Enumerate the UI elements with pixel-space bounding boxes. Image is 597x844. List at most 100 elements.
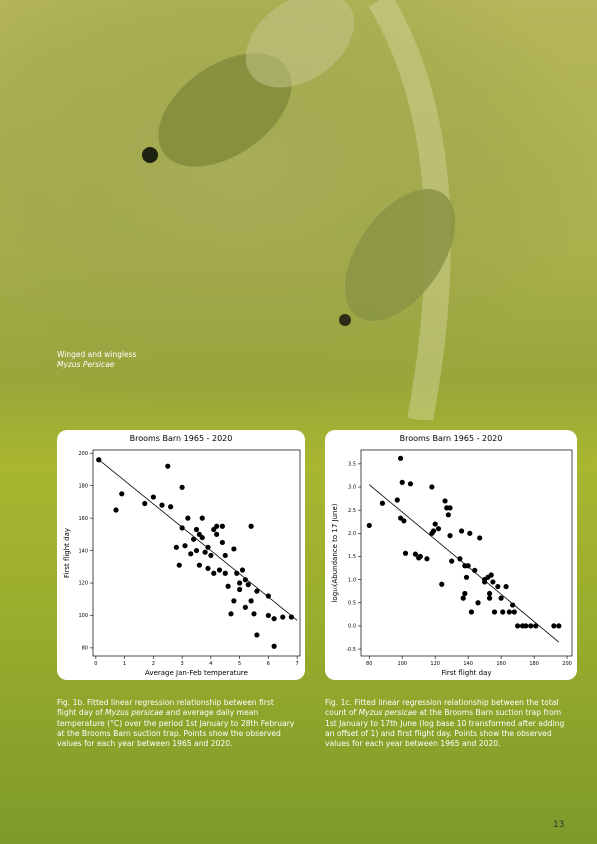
data-point (449, 558, 455, 564)
data-point (490, 579, 496, 585)
data-point (251, 611, 257, 617)
data-point (458, 528, 465, 534)
data-point (417, 553, 423, 560)
y-tick-label: 120 (78, 581, 88, 587)
data-point (475, 600, 481, 606)
data-point (424, 556, 430, 562)
chart: Brooms Barn 1965 - 2020 0 1 2 3 4 5 6 7 80 100 120 1… (63, 434, 301, 677)
data-point (208, 552, 214, 559)
data-point (447, 533, 453, 539)
y-tick-label: 1.5 (348, 554, 356, 560)
data-point (142, 500, 148, 507)
data-point (216, 567, 223, 573)
data-point (242, 577, 248, 583)
chart-panel: Brooms Barn 1965 - 2020 0 1 2 3 4 5 6 7 80 100 120 1… (57, 430, 305, 680)
data-point (182, 543, 188, 549)
y-tick-label: 3.5 (348, 462, 356, 468)
data-point (222, 552, 228, 559)
data-point (265, 612, 271, 619)
data-point (488, 572, 494, 578)
y-tick-label: 0.5 (348, 600, 356, 606)
data-point (515, 623, 521, 629)
y-tick-label: 180 (78, 483, 88, 489)
data-point (193, 547, 200, 554)
data-point (165, 463, 171, 469)
data-point (491, 609, 498, 615)
data-point (366, 522, 372, 529)
y-axis-label: log₁₀(Abundance to 17 June) (331, 503, 339, 602)
data-point (467, 530, 473, 536)
data-point (265, 593, 271, 599)
data-point (401, 518, 407, 524)
data-point (254, 588, 260, 594)
data-point (242, 604, 248, 610)
data-point (439, 581, 445, 587)
aphid-photo (0, 0, 597, 420)
x-tick-label: 6 (267, 661, 270, 667)
y-tick-label: 2.5 (348, 508, 356, 514)
data-point (214, 523, 220, 529)
y-tick-label: 80 (82, 646, 88, 652)
figure-caption: Fig. 1b. Fitted linear regression relati… (57, 698, 295, 749)
x-tick-label: 7 (296, 661, 299, 667)
caption-species: Myzus persicae (358, 708, 417, 718)
data-point (173, 544, 179, 550)
y-tick-label: 1.0 (348, 577, 356, 583)
regression-line (98, 459, 298, 621)
data-point (237, 586, 243, 593)
y-tick-label: 100 (78, 613, 88, 619)
data-point (211, 570, 217, 576)
data-point (430, 528, 437, 534)
y-tick-label: 2.0 (348, 531, 356, 537)
data-point (533, 623, 539, 629)
data-point (528, 623, 534, 629)
caption-text: Fig. 1c. Fitted linear regression relati… (325, 698, 559, 718)
data-point (191, 536, 197, 542)
data-point (500, 609, 506, 615)
data-point (399, 479, 405, 486)
data-point (159, 502, 165, 508)
data-point (199, 515, 205, 521)
x-tick-label: 2 (152, 661, 155, 667)
data-point (445, 512, 451, 518)
data-point (271, 643, 277, 649)
data-point (237, 580, 243, 586)
data-point (442, 498, 448, 504)
data-point (551, 623, 557, 629)
data-point (219, 539, 225, 546)
data-point (429, 484, 435, 490)
regression-line (368, 484, 560, 643)
x-tick-label: 180 (529, 661, 539, 667)
data-point (462, 590, 468, 597)
data-point (402, 550, 409, 556)
photo-caption: Winged and wingless Myzus Persicae (57, 350, 136, 370)
y-tick-label: -0.5 (346, 647, 356, 653)
plot-frame (92, 449, 301, 657)
x-tick-label: 1 (123, 661, 126, 667)
x-tick-label: 0 (94, 661, 97, 667)
data-point (463, 574, 470, 580)
data-point (205, 544, 211, 550)
x-tick-label: 160 (496, 661, 506, 667)
data-point (447, 505, 453, 511)
data-point (506, 609, 512, 615)
data-point (271, 616, 277, 622)
data-point (245, 582, 251, 588)
x-tick-label: 4 (209, 661, 212, 667)
data-point (457, 556, 463, 562)
x-tick-label: 140 (463, 661, 473, 667)
data-point (465, 563, 471, 569)
chart-title: Brooms Barn 1965 - 2020 (130, 434, 233, 443)
caption-text: at the Brooms Barn suction trap from 1st… (325, 708, 565, 749)
y-axis-label: First flight day (63, 528, 71, 578)
data-point (179, 484, 185, 490)
data-point (394, 497, 400, 503)
chart-panel: Brooms Barn 1965 - 2020 80 100 120 140 160 180… (325, 430, 577, 680)
y-tick-label: 200 (78, 451, 88, 457)
x-tick-label: 80 (366, 661, 372, 667)
data-point (231, 598, 237, 604)
data-point (503, 583, 509, 590)
caption-text: Fig. 1b. Fitted linear regression relati… (57, 698, 274, 718)
data-point (225, 583, 231, 589)
